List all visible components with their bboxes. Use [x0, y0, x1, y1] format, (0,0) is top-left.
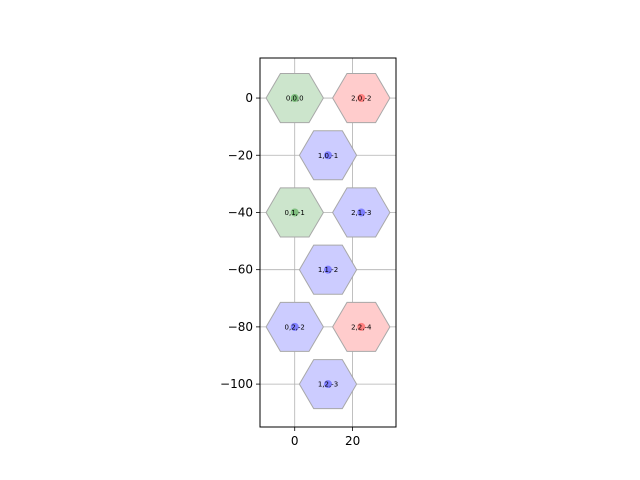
cell-label-3: 0,1,-1	[285, 209, 305, 217]
cell-label-1: 2,0,-2	[351, 95, 371, 103]
axis-ticks: 0 20 0 −20 −40 −60 −80 −100	[220, 91, 360, 448]
x-tick-label-0: 0	[291, 434, 299, 448]
axes-frame	[259, 57, 397, 428]
x-tick-label-1: 20	[345, 434, 360, 448]
cell-label-7: 2,2,-4	[351, 323, 372, 331]
y-tick-label-3: −60	[228, 263, 253, 277]
cell-label-0: 0,0,0	[286, 95, 304, 103]
cell-point-1	[357, 94, 366, 103]
hex-cells	[265, 73, 391, 410]
cell-label-4: 2,1,-3	[351, 209, 371, 217]
cell-point-4	[357, 208, 366, 217]
y-tick-label-5: −100	[220, 377, 253, 391]
y-tick-label-0: 0	[245, 91, 253, 105]
y-tick-label-4: −80	[228, 320, 253, 334]
cell-point-6	[290, 322, 299, 331]
cell-label-2: 1,0,-1	[318, 152, 338, 160]
cell-label-5: 1,1,-2	[318, 266, 338, 274]
cell-point-5	[324, 265, 332, 274]
cell-label-8: 1,2,-3	[318, 381, 338, 389]
y-tick-label-2: −40	[228, 205, 253, 219]
cell-point-8	[324, 380, 332, 389]
cell-point-7	[357, 322, 366, 331]
y-tick-label-1: −20	[228, 148, 253, 162]
cell-point-2	[324, 151, 332, 160]
cell-label-6: 0,2,-2	[285, 323, 305, 331]
cell-point-0	[290, 94, 299, 103]
cell-points	[290, 94, 366, 389]
cell-point-3	[290, 208, 299, 217]
cell-labels: 0,0,0 2,0,-2 1,0,-1 0,1,-1 2,1,-3 1,1,-2 0,2,-…	[285, 95, 372, 389]
